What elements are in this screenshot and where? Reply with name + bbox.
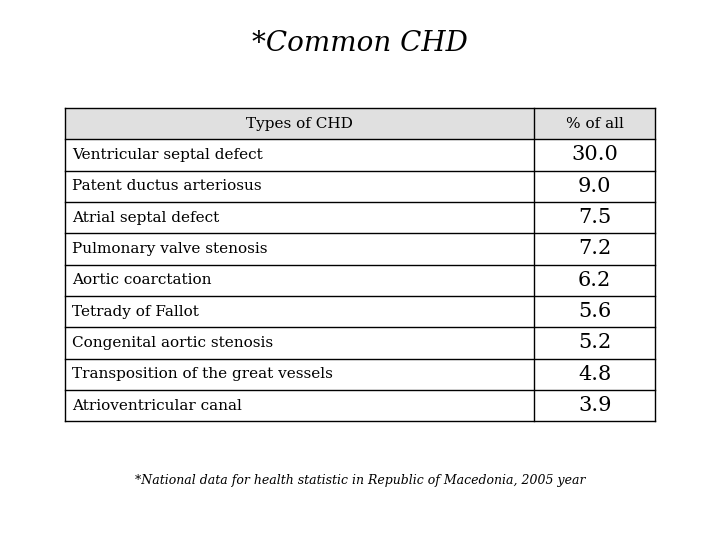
Text: Ventricular septal defect: Ventricular septal defect [72,148,263,162]
Text: Types of CHD: Types of CHD [246,117,353,131]
Text: 5.6: 5.6 [578,302,611,321]
Text: 7.2: 7.2 [578,239,611,259]
Text: Tetrady of Fallot: Tetrady of Fallot [72,305,199,319]
Text: Pulmonary valve stenosis: Pulmonary valve stenosis [72,242,268,256]
Bar [65,108,655,139]
Text: 30.0: 30.0 [571,145,618,165]
Text: Atrioventricular canal: Atrioventricular canal [72,399,242,413]
Text: Congenital aortic stenosis: Congenital aortic stenosis [72,336,273,350]
Text: Transposition of the great vessels: Transposition of the great vessels [72,367,333,381]
Text: Atrial septal defect: Atrial septal defect [72,211,220,225]
Text: Patent ductus arteriosus: Patent ductus arteriosus [72,179,261,193]
Text: 5.2: 5.2 [578,333,611,353]
Text: 6.2: 6.2 [578,271,611,290]
Text: *Common CHD: *Common CHD [252,30,468,57]
Text: 4.8: 4.8 [578,364,611,384]
Text: % of all: % of all [566,117,624,131]
Text: Aortic coarctation: Aortic coarctation [72,273,212,287]
Text: 9.0: 9.0 [578,177,611,196]
Text: 7.5: 7.5 [578,208,611,227]
Text: *National data for health statistic in Republic of Macedonia, 2005 year: *National data for health statistic in R… [135,474,585,487]
Text: 3.9: 3.9 [578,396,611,415]
